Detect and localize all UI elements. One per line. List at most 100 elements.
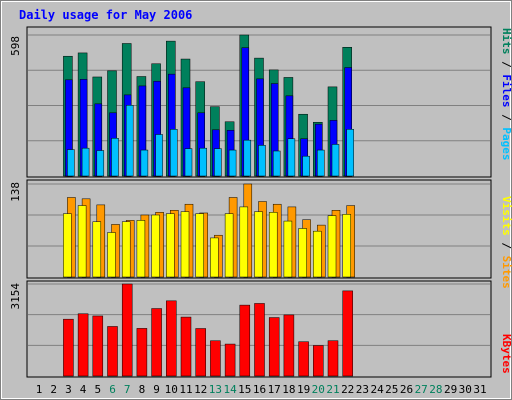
legend-sep-2: / xyxy=(500,108,512,128)
bar-sites xyxy=(180,211,190,278)
x-tick-label: 24 xyxy=(370,383,384,396)
x-tick-label: 20 xyxy=(312,383,325,396)
x-tick-label: 19 xyxy=(297,383,310,396)
bar-pages xyxy=(243,139,252,177)
x-tick-label: 15 xyxy=(238,383,251,396)
x-tick-label: 14 xyxy=(223,383,237,396)
x-axis-labels: 1 2 3 4 5 6 7 8 9 10 11 12 13 14 15 16 17 18 19 20 21 22 23 24 2… xyxy=(36,383,487,396)
bar-sites xyxy=(298,228,307,278)
x-tick-label: 13 xyxy=(209,383,222,396)
legend-hits-files-pages: Hits / Files / Pages xyxy=(500,28,512,161)
bar-kbytes xyxy=(313,345,324,377)
bar-pages xyxy=(346,129,354,177)
x-tick-label: 29 xyxy=(444,383,457,396)
legend-hits: Hits xyxy=(500,28,512,55)
bar-sites xyxy=(254,211,263,278)
y-max-label-hits: 598 xyxy=(9,36,22,56)
bar-pages xyxy=(155,134,163,177)
x-tick-label: 7 xyxy=(124,383,131,396)
x-tick-label: 6 xyxy=(109,383,116,396)
bar-pages xyxy=(258,145,266,177)
bar-kbytes xyxy=(327,340,339,377)
bar-pages xyxy=(317,149,325,177)
x-tick-label: 21 xyxy=(326,383,339,396)
chart-title: Daily usage for May 2006 xyxy=(19,8,192,22)
x-tick-label: 22 xyxy=(341,383,354,396)
x-tick-label: 12 xyxy=(194,383,207,396)
x-tick-label: 26 xyxy=(400,383,413,396)
legend-sites: Sites xyxy=(500,256,512,289)
bar-pages xyxy=(67,149,75,177)
bar-sites xyxy=(107,232,116,278)
bar-sites xyxy=(77,205,87,278)
bar-kbytes xyxy=(195,328,206,377)
bar-sites xyxy=(210,237,219,278)
bar-sites xyxy=(268,212,278,278)
bar-sites xyxy=(195,213,204,278)
bar-kbytes xyxy=(283,314,295,377)
bar-sites xyxy=(92,221,102,278)
bar-pages xyxy=(302,155,310,177)
bar-pages xyxy=(96,150,105,177)
legend-kbytes: KBytes xyxy=(500,334,512,374)
bars xyxy=(63,34,355,377)
x-tick-label: 27 xyxy=(415,383,428,396)
x-tick-label: 4 xyxy=(80,383,87,396)
bar-kbytes xyxy=(121,283,133,377)
bar-pages xyxy=(214,148,222,177)
x-tick-label: 11 xyxy=(179,383,192,396)
bar-sites xyxy=(121,221,131,278)
bar-kbytes xyxy=(166,300,177,377)
x-tick-label: 28 xyxy=(429,383,442,396)
bar-sites xyxy=(136,220,146,278)
bar-kbytes xyxy=(210,340,221,377)
bar-kbytes xyxy=(254,303,265,377)
x-tick-label: 25 xyxy=(385,383,398,396)
bar-sites xyxy=(283,220,293,278)
legend-sep-3: / xyxy=(500,236,512,256)
bar-sites xyxy=(327,215,337,278)
x-tick-label: 5 xyxy=(94,383,101,396)
bar-pages xyxy=(111,138,119,177)
x-tick-label: 23 xyxy=(356,383,369,396)
bar-pages xyxy=(125,105,134,177)
bar-sites xyxy=(166,213,175,278)
bar-sites xyxy=(151,214,160,278)
bar-kbytes xyxy=(239,304,251,377)
bar-kbytes xyxy=(77,313,89,377)
bar-kbytes xyxy=(298,341,309,377)
bar-kbytes xyxy=(268,317,280,377)
bar-kbytes xyxy=(180,316,192,377)
bar-kbytes xyxy=(224,343,236,377)
bar-pages xyxy=(81,147,90,177)
bar-sites xyxy=(313,230,322,278)
x-tick-label: 8 xyxy=(139,383,146,396)
x-tick-label: 3 xyxy=(65,383,72,396)
bar-kbytes xyxy=(136,328,148,377)
legend-pages: Pages xyxy=(500,127,512,160)
x-tick-label: 31 xyxy=(473,383,486,396)
x-tick-label: 1 xyxy=(36,383,43,396)
bar-pages xyxy=(331,144,340,177)
x-tick-label: 2 xyxy=(50,383,57,396)
x-tick-label: 17 xyxy=(268,383,281,396)
bar-pages xyxy=(199,147,207,177)
legend-visits-sites: Visits / Sites xyxy=(500,196,512,289)
bar-sites xyxy=(342,214,351,278)
bar-pages xyxy=(228,149,237,177)
bar-pages xyxy=(170,129,178,177)
bar-pages xyxy=(184,148,193,177)
bar-pages xyxy=(272,150,281,177)
legend-sep-1: / xyxy=(500,55,512,75)
legend-files: Files xyxy=(500,74,512,107)
y-max-label-visits: 138 xyxy=(9,182,22,202)
bar-pages xyxy=(140,149,149,177)
bar-pages xyxy=(287,138,296,177)
bar-sites xyxy=(239,206,249,278)
x-tick-label: 9 xyxy=(153,383,160,396)
bar-kbytes xyxy=(107,326,118,377)
bar-kbytes xyxy=(92,315,104,377)
legend-visits: Visits xyxy=(500,196,512,236)
